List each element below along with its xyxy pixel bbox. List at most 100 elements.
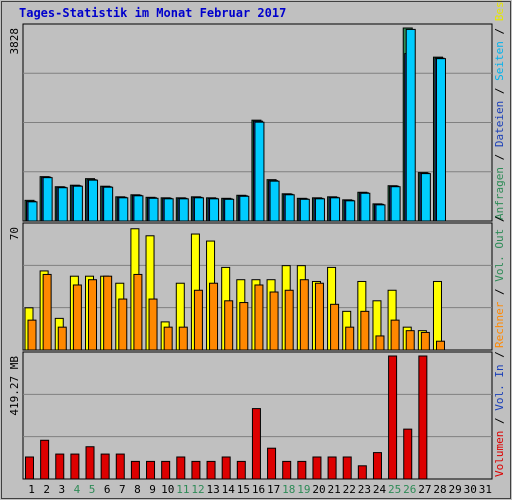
bar-volumen-day-8 — [130, 460, 140, 480]
x-tick-label-20: 20 — [312, 483, 325, 496]
bar-volumen-day-6 — [100, 453, 110, 480]
bar-volumen-day-13 — [206, 460, 216, 480]
y-max-label-bottom: 419.27 MB — [8, 356, 21, 416]
x-tick-label-6: 6 — [104, 483, 111, 496]
y-max-label-top: 3828 — [8, 28, 21, 55]
bar-seiten-day-27 — [420, 173, 431, 222]
bar-seiten-day-10 — [163, 198, 174, 222]
bar-volumen-day-23 — [357, 465, 367, 480]
bar-seiten-day-7 — [118, 197, 129, 222]
bar-rechner-day-16 — [254, 284, 264, 351]
bar-seiten-day-1 — [27, 201, 38, 222]
legend-label-bottom: Volumen / Vol. In / — [493, 351, 506, 477]
bar-seiten-day-11 — [178, 198, 189, 222]
bar-volumen-day-18 — [282, 460, 292, 480]
bar-rechner-day-7 — [118, 298, 128, 351]
bar-seiten-day-20 — [314, 198, 325, 222]
x-tick-label-10: 10 — [161, 483, 174, 496]
bar-volumen-day-20 — [312, 456, 322, 480]
bar-seiten-day-24 — [375, 204, 386, 222]
legend-entry: / — [493, 411, 506, 431]
legend-entry: Rechner — [493, 301, 506, 348]
bar-volumen-day-24 — [372, 452, 382, 480]
bar-seiten-day-9 — [148, 197, 159, 222]
legend-entry: / — [493, 216, 506, 229]
bar-seiten-day-4 — [72, 185, 83, 222]
bar-volumen-day-2 — [40, 439, 50, 480]
bar-volumen-day-15 — [236, 460, 246, 480]
bar-rechner-day-4 — [72, 284, 82, 351]
x-tick-label-22: 22 — [343, 483, 356, 496]
x-tick-label-4: 4 — [74, 483, 81, 496]
y-max-label-middle: 70 — [8, 227, 21, 240]
legend-label-middle: Rechner / Vol. Out / — [493, 216, 506, 348]
bar-rechner-day-24 — [375, 335, 385, 351]
bar-rechner-day-25 — [390, 319, 400, 351]
bar-besuche-day-28 — [432, 280, 442, 351]
bar-volumen-day-22 — [342, 456, 352, 480]
bar-volumen-day-10 — [161, 460, 171, 480]
legend-entry: Anfragen — [493, 167, 506, 220]
bar-seiten-day-23 — [360, 192, 371, 222]
legend-entry: / — [493, 81, 506, 101]
bar-rechner-day-13 — [209, 282, 219, 351]
bar-volumen-day-12 — [191, 460, 201, 480]
x-tick-label-28: 28 — [433, 483, 446, 496]
x-tick-label-16: 16 — [252, 483, 265, 496]
bar-rechner-day-26 — [405, 330, 415, 351]
bar-seiten-day-15 — [239, 195, 250, 222]
bar-volumen-day-3 — [55, 453, 65, 480]
x-tick-label-30: 30 — [464, 483, 477, 496]
bar-rechner-day-3 — [57, 326, 67, 351]
bar-seiten-day-25 — [390, 186, 401, 222]
bar-rechner-day-11 — [178, 326, 188, 351]
legend-entry: / — [493, 351, 506, 364]
x-tick-label-15: 15 — [237, 483, 250, 496]
x-tick-label-31: 31 — [479, 483, 492, 496]
x-tick-label-12: 12 — [191, 483, 204, 496]
bar-rechner-day-23 — [360, 310, 370, 351]
bar-volumen-day-4 — [70, 453, 80, 480]
bar-rechner-day-20 — [314, 282, 324, 351]
bar-rechner-day-27 — [420, 331, 430, 351]
x-tick-label-14: 14 — [222, 483, 236, 496]
bar-seiten-day-16 — [254, 121, 265, 222]
bar-rechner-day-12 — [193, 289, 203, 351]
bar-volumen-day-16 — [251, 408, 261, 480]
x-tick-label-1: 1 — [28, 483, 35, 496]
bar-seiten-day-17 — [269, 180, 280, 222]
bar-volumen-day-26 — [403, 428, 413, 480]
legend-entry: Vol. In — [493, 364, 506, 410]
x-tick-label-27: 27 — [418, 483, 431, 496]
x-tick-label-25: 25 — [388, 483, 401, 496]
x-tick-label-11: 11 — [176, 483, 189, 496]
bar-seiten-day-14 — [224, 198, 235, 222]
x-tick-label-2: 2 — [43, 483, 50, 496]
x-tick-label-29: 29 — [449, 483, 462, 496]
x-tick-label-18: 18 — [282, 483, 295, 496]
bar-rechner-day-19 — [299, 279, 309, 351]
x-tick-label-21: 21 — [328, 483, 341, 496]
bar-volumen-day-11 — [176, 456, 186, 480]
bar-rechner-day-8 — [133, 273, 143, 351]
bar-seiten-day-6 — [103, 186, 114, 222]
bar-rechner-day-10 — [163, 326, 173, 351]
bar-volumen-day-25 — [388, 355, 398, 480]
legend-label-top: Anfragen / Dateien / Seiten / Besuche — [493, 0, 506, 220]
bar-seiten-day-8 — [133, 195, 144, 222]
bar-rechner-day-9 — [148, 298, 158, 351]
bar-volumen-day-21 — [327, 456, 337, 480]
x-tick-label-5: 5 — [89, 483, 96, 496]
bar-seiten-day-13 — [209, 198, 220, 222]
bar-rechner-day-15 — [239, 302, 249, 351]
legend-entry: / — [493, 282, 506, 302]
bar-seiten-day-3 — [57, 187, 68, 222]
x-tick-label-26: 26 — [403, 483, 416, 496]
legend-entry: Dateien — [493, 101, 506, 147]
bar-rechner-day-2 — [42, 273, 52, 351]
bar-volumen-day-9 — [146, 460, 156, 480]
x-tick-label-24: 24 — [373, 483, 387, 496]
bar-rechner-day-5 — [88, 279, 98, 351]
